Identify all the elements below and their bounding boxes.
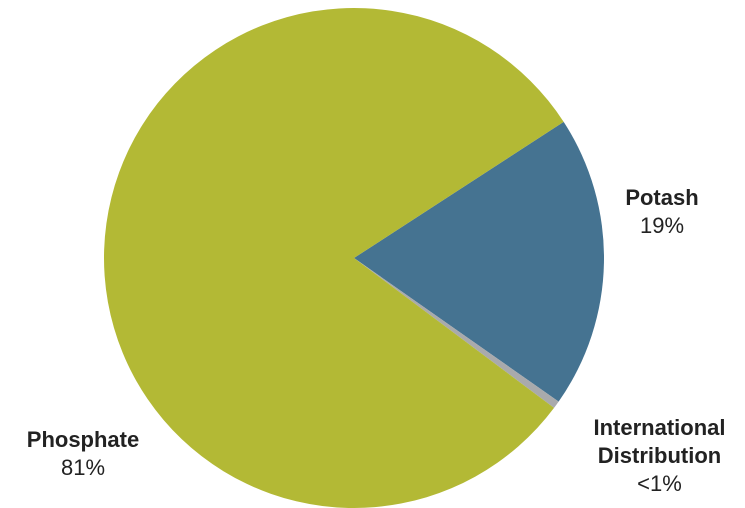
pie-slice — [354, 121, 605, 402]
slice-label: Phosphate 81% — [0, 426, 166, 482]
pie-slice — [104, 8, 564, 508]
value-label: 81% — [60, 455, 106, 480]
slice-label: International Distribution <1% — [572, 414, 745, 498]
value-label: 19% — [639, 213, 685, 238]
category-label: International Distribution — [593, 415, 726, 468]
category-label: Phosphate — [26, 427, 140, 452]
value-label: <1% — [637, 471, 682, 496]
slice-label: Potash 19% — [577, 184, 745, 240]
pie-slice — [354, 258, 559, 408]
category-label: Potash — [625, 185, 699, 210]
